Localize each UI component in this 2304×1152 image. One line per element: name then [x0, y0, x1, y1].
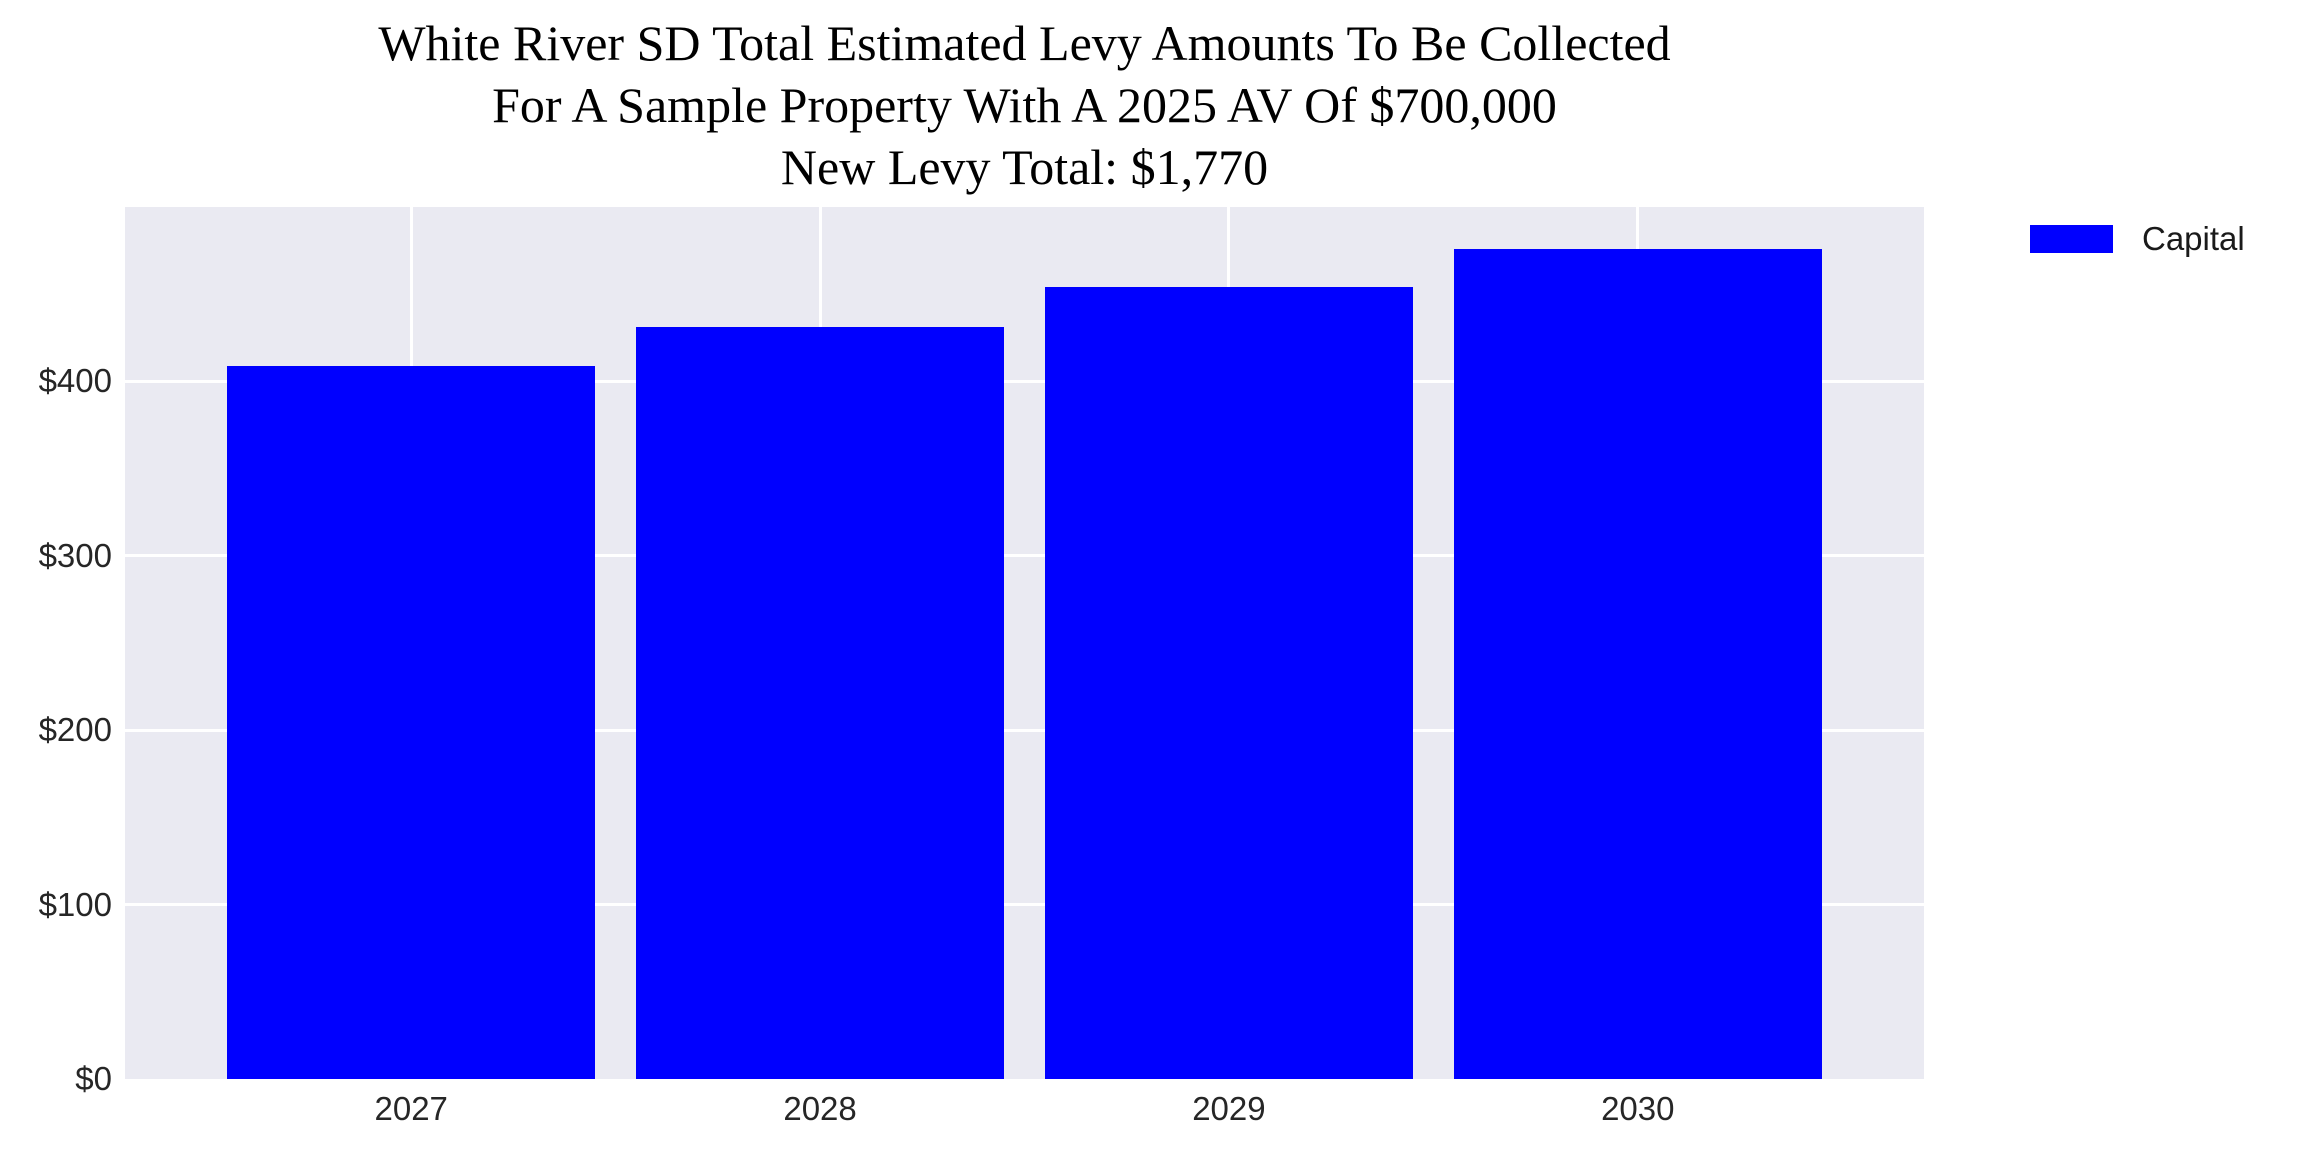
- gridline-y-300: [125, 554, 1924, 558]
- legend-color-swatch: [2030, 224, 2113, 253]
- bar-2027: [227, 365, 596, 1079]
- x-tick-label-2027: 2027: [374, 1090, 448, 1127]
- y-tick-label: $0: [75, 1060, 112, 1097]
- chart-title-line-1: White River SD Total Estimated Levy Amou…: [378, 15, 1671, 71]
- chart-title-line-3: New Levy Total: $1,770: [780, 139, 1269, 195]
- gridline-y-400: [125, 379, 1924, 383]
- gridline-y-100: [125, 903, 1924, 907]
- y-tick-label: $200: [38, 711, 112, 749]
- x-tick-label-2029: 2029: [1192, 1090, 1266, 1127]
- chart-title-line-2: For A Sample Property With A 2025 AV Of …: [492, 77, 1557, 133]
- y-tick-label: $100: [38, 885, 112, 923]
- gridline-y-200: [125, 728, 1924, 732]
- bar-2028: [636, 327, 1005, 1079]
- x-tick-label-2028: 2028: [783, 1090, 857, 1127]
- bar-2029: [1044, 287, 1413, 1079]
- legend: Capital: [2030, 222, 2245, 255]
- bar-2030: [1453, 248, 1822, 1079]
- legend-label: Capital: [2142, 220, 2245, 257]
- chart-title: White River SD Total Estimated Levy Amou…: [125, 12, 1924, 198]
- x-tick-label-2030: 2030: [1601, 1090, 1675, 1127]
- y-tick-label: $300: [38, 536, 112, 574]
- y-tick-label: $400: [38, 362, 112, 400]
- plot-area: [125, 207, 1924, 1079]
